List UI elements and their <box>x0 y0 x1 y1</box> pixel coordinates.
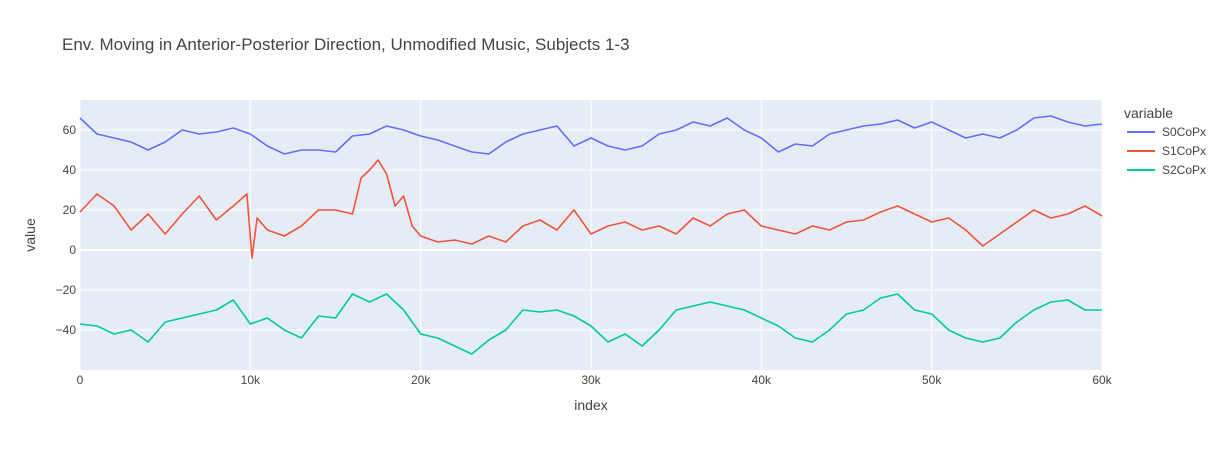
legend-item-s0copx[interactable]: S0CoPx <box>1127 125 1206 139</box>
x-tick-label: 50k <box>922 373 942 387</box>
x-tick-label: 60k <box>1092 373 1112 387</box>
series-lines <box>79 115 1103 355</box>
chart-title: Env. Moving in Anterior-Posterior Direct… <box>62 35 630 54</box>
legend-items: S0CoPx S1CoPx S2CoPx <box>1127 125 1206 177</box>
x-axis-title: index <box>574 397 607 413</box>
legend-label: S0CoPx <box>1162 125 1206 139</box>
gridlines <box>79 100 1103 370</box>
legend-label: S2CoPx <box>1162 163 1206 177</box>
y-axis-title: value <box>22 218 38 252</box>
y-tick-label: −40 <box>56 323 77 337</box>
x-tick-label: 20k <box>411 373 431 387</box>
x-tick-label: 40k <box>752 373 772 387</box>
y-tick-label: 40 <box>63 163 77 177</box>
series-line-s0copx <box>79 115 1103 155</box>
legend-item-s1copx[interactable]: S1CoPx <box>1127 144 1206 158</box>
legend: variable S0CoPx S1CoPx S2CoPx <box>1124 105 1206 177</box>
y-tick-label: 0 <box>69 243 76 257</box>
x-tick-label: 30k <box>581 373 601 387</box>
x-tick-label: 10k <box>241 373 261 387</box>
legend-title: variable <box>1124 105 1173 121</box>
legend-item-s2copx[interactable]: S2CoPx <box>1127 163 1206 177</box>
y-tick-label: 20 <box>63 203 77 217</box>
y-tick-label: −20 <box>56 283 77 297</box>
legend-label: S1CoPx <box>1162 144 1206 158</box>
tick-labels: 0 10k 20k 30k 40k 50k 60k −40 −20 0 20 40 60 <box>56 123 1113 387</box>
y-tick-label: 60 <box>63 123 77 137</box>
series-line-s1copx <box>79 159 1103 259</box>
x-tick-label: 0 <box>77 373 84 387</box>
series-line-s2copx <box>79 293 1102 355</box>
